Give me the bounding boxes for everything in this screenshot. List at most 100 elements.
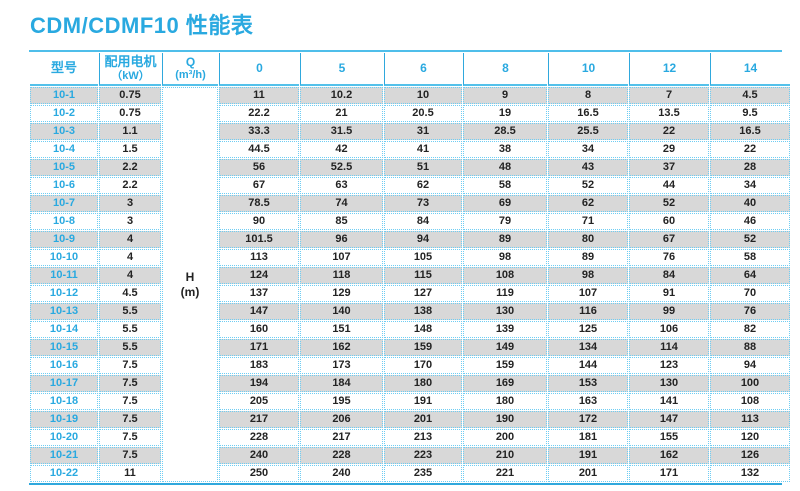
cell-h-value: 201	[548, 465, 628, 482]
cell-model: 10-6	[30, 177, 98, 194]
cell-motor-kw: 7.5	[99, 357, 161, 374]
cell-h-value: 60	[629, 213, 709, 230]
cell-motor-kw: 4	[99, 249, 161, 266]
col-header-flow-6: 6	[384, 53, 462, 86]
cell-h-value: 67	[629, 231, 709, 248]
cell-h-value: 52	[548, 177, 628, 194]
cell-h-value: 25.5	[548, 123, 628, 140]
table-row: 10-8 3 90 85 84 79 71 60 46	[30, 213, 790, 230]
cell-h-value: 29	[629, 141, 709, 158]
cell-motor-kw: 7.5	[99, 411, 161, 428]
cell-h-value: 101.5	[219, 231, 299, 248]
cell-motor-kw: 4	[99, 267, 161, 284]
table-body: 10-1 0.75 H (m) 11 10.2 10 9 8 7 4.5 10-2 …	[30, 87, 790, 482]
cell-h-value: 155	[629, 429, 709, 446]
table-row: 10-9 4 101.5 96 94 89 80 67 52	[30, 231, 790, 248]
cell-model: 10-16	[30, 357, 98, 374]
cell-h-value: 37	[629, 159, 709, 176]
cell-h-value: 67	[219, 177, 299, 194]
cell-h-value: 58	[710, 249, 790, 266]
cell-h-value: 4.5	[710, 87, 790, 104]
cell-h-value: 63	[300, 177, 383, 194]
cell-h-value: 191	[384, 393, 462, 410]
cell-h-value: 21	[300, 105, 383, 122]
cell-h-value: 137	[219, 285, 299, 302]
cell-h-value: 144	[548, 357, 628, 374]
cell-h-value: 31	[384, 123, 462, 140]
cell-model: 10-11	[30, 267, 98, 284]
table-row: 10-2 0.75 22.2 21 20.5 19 16.5 13.5 9.5	[30, 105, 790, 122]
cell-h-value: 105	[384, 249, 462, 266]
col-header-model: 型号	[30, 53, 98, 86]
cell-h-value: 16.5	[710, 123, 790, 140]
cell-h-value: 7	[629, 87, 709, 104]
cell-motor-kw: 1.5	[99, 141, 161, 158]
table-row: 10-12 4.5 137 129 127 119 107 91 70	[30, 285, 790, 302]
col-header-motor-line2: （kW）	[111, 69, 150, 82]
cell-h-value: 147	[629, 411, 709, 428]
cell-h-value: 70	[710, 285, 790, 302]
cell-h-value: 46	[710, 213, 790, 230]
cell-h-value: 99	[629, 303, 709, 320]
cell-h-value: 108	[463, 267, 547, 284]
cell-h-value: 159	[384, 339, 462, 356]
cell-h-value: 116	[548, 303, 628, 320]
cell-h-value: 34	[710, 177, 790, 194]
cell-h-value: 48	[463, 159, 547, 176]
cell-h-value: 80	[548, 231, 628, 248]
cell-h-value: 171	[629, 465, 709, 482]
cell-model: 10-19	[30, 411, 98, 428]
cell-model: 10-21	[30, 447, 98, 464]
cell-h-value: 52	[629, 195, 709, 212]
cell-motor-kw: 5.5	[99, 303, 161, 320]
cell-motor-kw: 3	[99, 195, 161, 212]
cell-h-value: 124	[219, 267, 299, 284]
cell-h-value: 89	[463, 231, 547, 248]
cell-h-value: 62	[384, 177, 462, 194]
cell-h-value: 180	[463, 393, 547, 410]
cell-h-value: 129	[300, 285, 383, 302]
cell-h-value: 98	[548, 267, 628, 284]
cell-h-value: 183	[219, 357, 299, 374]
cell-motor-kw: 7.5	[99, 393, 161, 410]
col-header-flow-8: 8	[463, 53, 547, 86]
cell-h-value: 13.5	[629, 105, 709, 122]
cell-model: 10-14	[30, 321, 98, 338]
cell-motor-kw: 3	[99, 213, 161, 230]
cell-h-value: 91	[629, 285, 709, 302]
cell-h-value: 71	[548, 213, 628, 230]
cell-h-value: 191	[548, 447, 628, 464]
cell-h-value: 169	[463, 375, 547, 392]
table-row: 10-5 2.2 56 52.5 51 48 43 37 28	[30, 159, 790, 176]
cell-h-value: 126	[710, 447, 790, 464]
cell-h-value: 62	[548, 195, 628, 212]
table-row: 10-15 5.5 171 162 159 149 134 114 88	[30, 339, 790, 356]
col-header-flow-5: 5	[300, 53, 383, 86]
table-row: 10-22 11 250 240 235 221 201 171 132	[30, 465, 790, 482]
cell-h-value: 123	[629, 357, 709, 374]
table-header: 型号 配用电机 （kW） Q (m³/h) 0 5 6 8 10 12 14	[30, 53, 790, 86]
cell-h-value: 106	[629, 321, 709, 338]
cell-model: 10-17	[30, 375, 98, 392]
cell-h-value: 69	[463, 195, 547, 212]
cell-motor-kw: 5.5	[99, 321, 161, 338]
cell-h-value: 8	[548, 87, 628, 104]
cell-h-value: 94	[384, 231, 462, 248]
col-header-flow-14: 14	[710, 53, 790, 86]
cell-h-value: 52	[710, 231, 790, 248]
cell-h-value: 108	[710, 393, 790, 410]
col-header-q-line1: Q	[185, 54, 196, 69]
col-header-flow-12: 12	[629, 53, 709, 86]
cell-h-value: 125	[548, 321, 628, 338]
cell-model: 10-13	[30, 303, 98, 320]
cell-model: 10-15	[30, 339, 98, 356]
cell-h-value: 28	[710, 159, 790, 176]
col-header-motor-line1: 配用电机	[104, 54, 157, 70]
cell-h-value: 115	[384, 267, 462, 284]
cell-motor-kw: 7.5	[99, 375, 161, 392]
cell-h-value: 223	[384, 447, 462, 464]
cell-h-value: 84	[629, 267, 709, 284]
cell-h-value: 134	[548, 339, 628, 356]
cell-motor-kw: 2.2	[99, 177, 161, 194]
table-row: 10-20 7.5 228 217 213 200 181 155 120	[30, 429, 790, 446]
